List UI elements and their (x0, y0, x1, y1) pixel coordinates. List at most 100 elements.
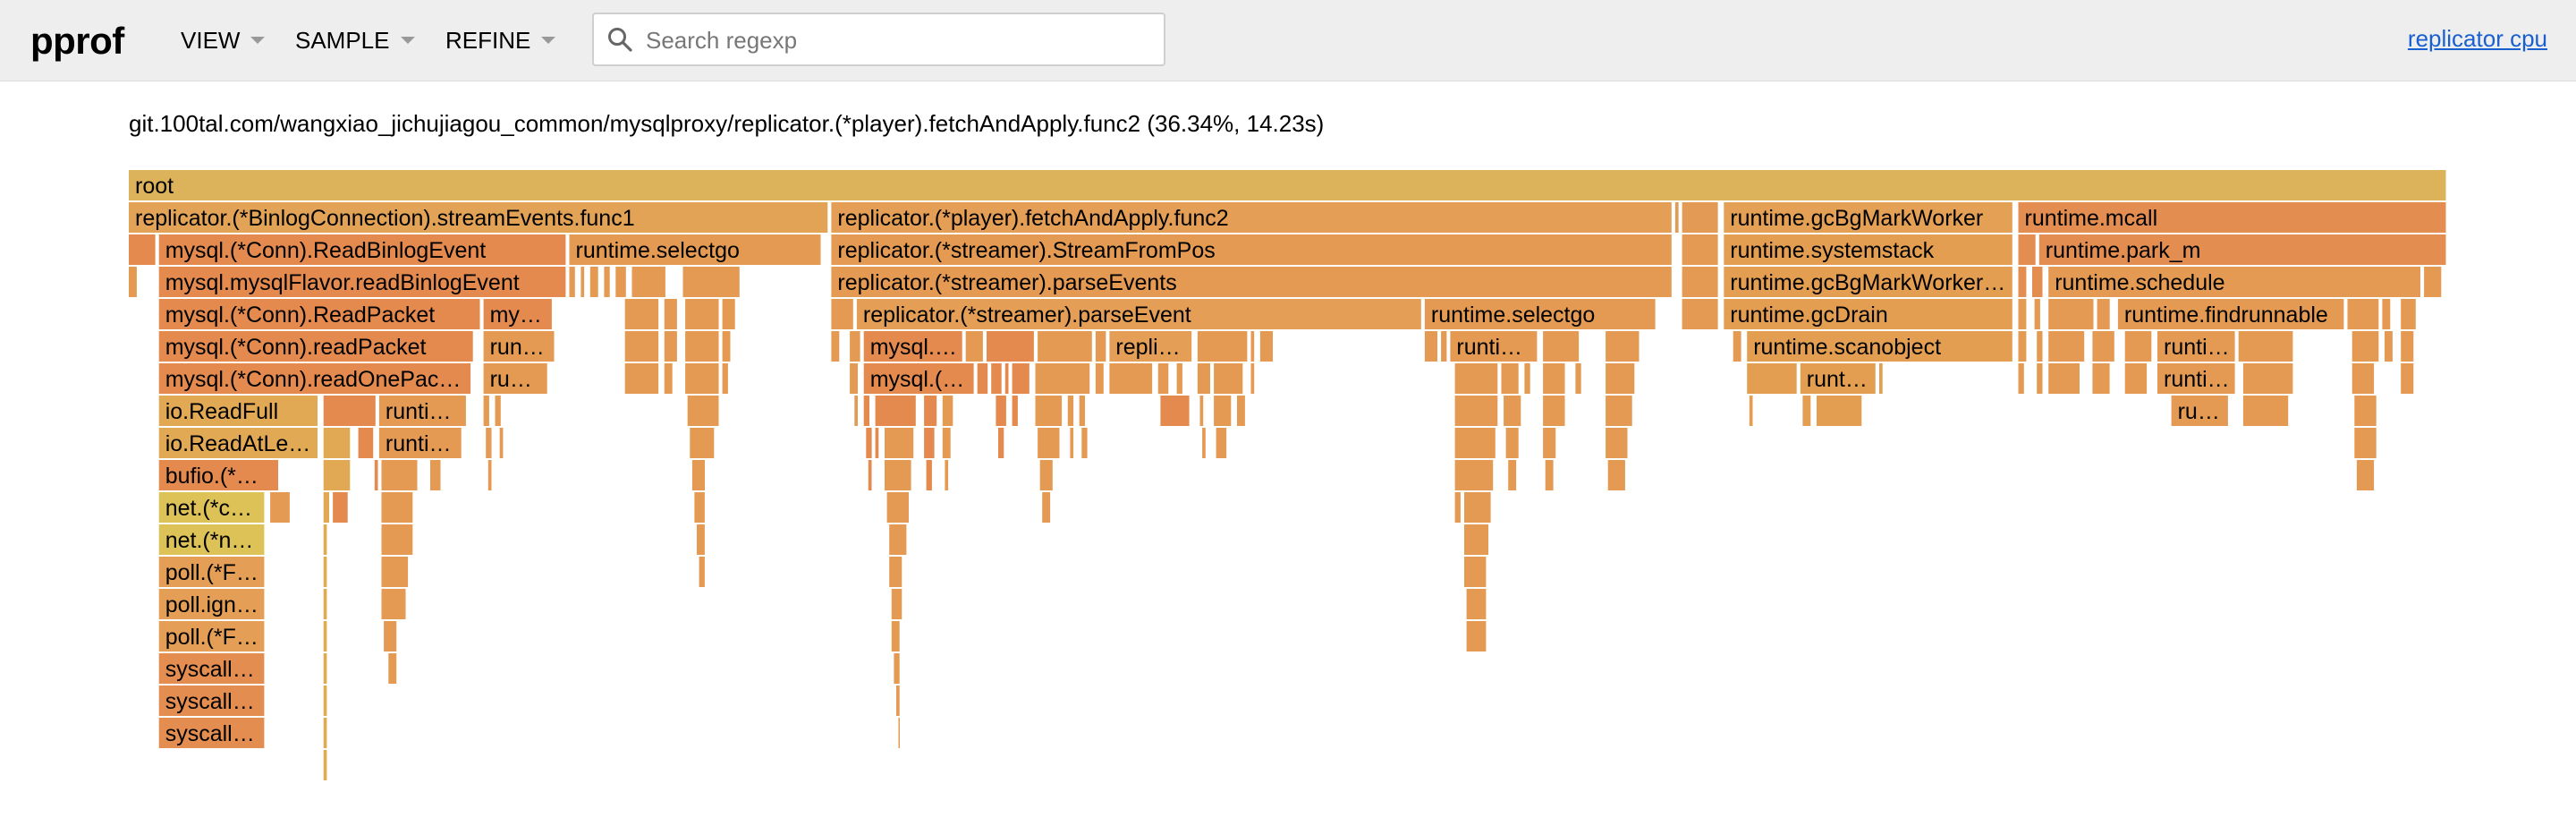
flame-frame[interactable] (1259, 331, 1273, 362)
flame-frame[interactable] (691, 460, 705, 490)
flame-frame-box[interactable] (685, 331, 719, 362)
flame-frame[interactable] (1197, 331, 1248, 362)
flame-frame[interactable] (977, 363, 988, 394)
flame-frame[interactable] (624, 363, 659, 394)
flame-frame-box[interactable] (885, 460, 911, 490)
flame-frame-box[interactable] (1214, 363, 1243, 394)
flame-frame-box[interactable] (875, 428, 879, 458)
flame-frame-box[interactable] (1454, 396, 1498, 426)
flame-frame[interactable] (1879, 363, 1883, 394)
flame-frame-box[interactable] (1606, 363, 1635, 394)
flame-frame[interactable]: bufio.(*…bufio.(*Reader).Read (158, 460, 278, 490)
flame-frame[interactable] (2034, 299, 2040, 329)
flame-frame[interactable] (924, 396, 937, 426)
flame-frame[interactable] (1545, 460, 1554, 490)
flame-frame-box[interactable] (158, 621, 265, 651)
flame-frame[interactable] (1042, 492, 1051, 523)
flame-frame[interactable] (722, 299, 735, 329)
flame-frame-box[interactable] (699, 557, 705, 587)
flame-frame-box[interactable] (323, 492, 329, 523)
flame-frame-box[interactable] (1466, 589, 1487, 619)
flame-frame-box[interactable] (624, 363, 659, 394)
flame-frame-box[interactable] (1109, 331, 1192, 362)
flame-frame[interactable] (1454, 428, 1496, 458)
flame-frame[interactable] (381, 492, 413, 523)
flame-frame[interactable] (690, 428, 715, 458)
flame-frame[interactable] (1682, 299, 1718, 329)
flame-frame-box[interactable] (850, 331, 860, 362)
flame-frame[interactable] (1214, 363, 1243, 394)
flame-frame-box[interactable] (1682, 267, 1718, 297)
flame-frame[interactable] (381, 524, 413, 555)
flame-frame-box[interactable] (1157, 363, 1169, 394)
flame-frame[interactable]: mysql.(*Conn).ReadPacketmysql.(*Conn).Re… (158, 299, 480, 329)
flame-frame[interactable] (2048, 299, 2094, 329)
flame-frame[interactable] (1216, 428, 1227, 458)
flame-frame-box[interactable] (831, 202, 1672, 233)
flame-frame-box[interactable] (158, 363, 471, 394)
profile-name-link[interactable]: replicator cpu (2407, 25, 2547, 52)
flame-frame[interactable] (487, 460, 492, 490)
flame-frame-box[interactable] (2424, 267, 2442, 297)
flame-frame[interactable] (945, 460, 949, 490)
flame-frame[interactable] (323, 685, 327, 716)
flame-frame-box[interactable] (580, 267, 585, 297)
flame-frame[interactable]: replicator.(*streamer).StreamFromPosrepl… (831, 234, 1672, 265)
flame-frame-box[interactable] (1733, 331, 1741, 362)
search-input[interactable] (644, 21, 1157, 59)
flame-frame[interactable] (866, 428, 872, 458)
flame-frame[interactable] (381, 557, 409, 587)
flame-frame[interactable]: mysql.(*Conn).readOnePac…mysql.(*Conn).r… (158, 363, 471, 394)
flame-frame-box[interactable] (2048, 299, 2094, 329)
flame-frame[interactable] (2401, 331, 2414, 362)
flame-frame-box[interactable] (924, 428, 935, 458)
flame-frame-box[interactable] (1606, 396, 1632, 426)
flame-frame[interactable] (1012, 396, 1018, 426)
flame-frame[interactable] (1454, 460, 1494, 490)
flame-frame[interactable] (1214, 396, 1232, 426)
flame-frame[interactable] (1464, 524, 1488, 555)
flame-frame[interactable] (2018, 299, 2027, 329)
flame-frame-box[interactable] (682, 267, 740, 297)
flame-frame[interactable] (323, 653, 327, 684)
flame-frame-box[interactable] (158, 428, 318, 458)
flame-frame[interactable] (996, 396, 1006, 426)
search-box[interactable] (592, 13, 1165, 66)
flame-frame-box[interactable] (1747, 363, 1797, 394)
flame-frame-box[interactable] (1575, 363, 1581, 394)
flame-frame-box[interactable] (2032, 267, 2043, 297)
flame-frame[interactable] (2097, 299, 2110, 329)
flame-frame-box[interactable] (495, 396, 501, 426)
flame-frame[interactable] (381, 460, 418, 490)
flame-frame[interactable] (2092, 331, 2114, 362)
flame-frame-box[interactable] (1197, 331, 1248, 362)
flame-frame-box[interactable] (1454, 428, 1496, 458)
flame-frame-box[interactable] (631, 267, 665, 297)
flame-frame[interactable] (2032, 267, 2043, 297)
flame-frame-box[interactable] (158, 460, 278, 490)
flame-frame[interactable] (965, 331, 983, 362)
flame-frame-box[interactable] (430, 460, 441, 490)
flame-frame[interactable] (2018, 363, 2024, 394)
flame-frame-box[interactable] (2038, 234, 2446, 265)
flame-frame-box[interactable] (323, 621, 327, 651)
flame-frame[interactable] (942, 428, 951, 458)
flame-frame[interactable] (1197, 363, 1210, 394)
flame-frame[interactable] (1464, 557, 1487, 587)
flame-frame-box[interactable] (129, 234, 156, 265)
flame-frame-box[interactable] (1747, 331, 2012, 362)
flame-frame[interactable] (1454, 363, 1498, 394)
flame-frame-box[interactable] (866, 428, 872, 458)
flame-frame[interactable] (1070, 428, 1074, 458)
flame-frame-box[interactable] (1095, 331, 1106, 362)
flame-frame[interactable]: mysql.mysqlFlavor.readBinlogEventmysql.m… (158, 267, 566, 297)
flame-frame-box[interactable] (2401, 299, 2416, 329)
flame-frame-box[interactable] (2018, 267, 2027, 297)
flame-frame-box[interactable] (158, 557, 265, 587)
flame-frame-box[interactable] (1606, 331, 1640, 362)
flame-frame[interactable] (1454, 396, 1498, 426)
flame-frame-box[interactable] (1039, 460, 1053, 490)
flame-frame-box[interactable] (1012, 363, 1030, 394)
flame-frame[interactable] (1250, 331, 1255, 362)
